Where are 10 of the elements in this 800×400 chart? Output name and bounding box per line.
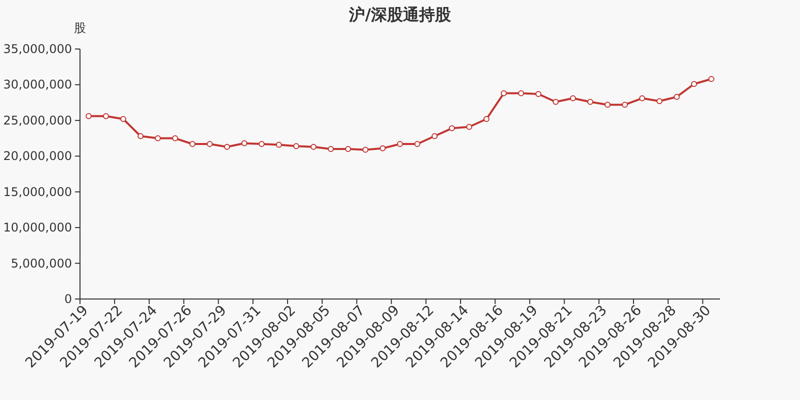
y-tick-label: 0 <box>64 292 72 306</box>
chart-title: 沪/深股通持股 <box>348 5 452 24</box>
y-tick-label: 5,000,000 <box>10 256 72 270</box>
y-tick-label: 25,000,000 <box>3 113 72 128</box>
y-tick-label: 35,000,000 <box>3 42 72 56</box>
y-tick-label: 30,000,000 <box>3 78 72 92</box>
y-tick-label: 15,000,000 <box>3 184 72 199</box>
y-tick-label: 10,000,000 <box>3 220 72 235</box>
y-axis-title: 股 <box>74 21 86 35</box>
y-tick-label: 20,000,000 <box>3 149 72 164</box>
